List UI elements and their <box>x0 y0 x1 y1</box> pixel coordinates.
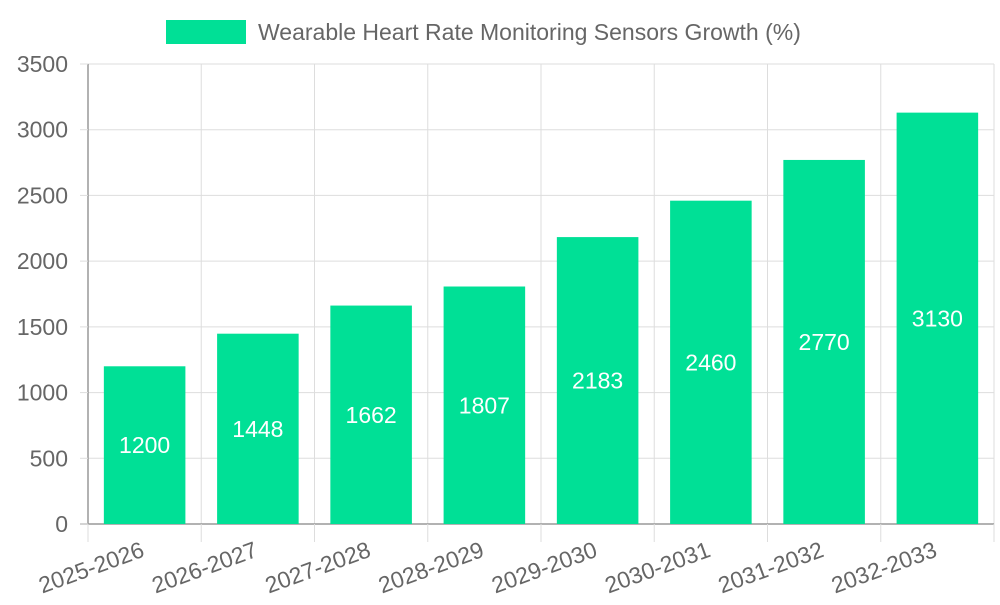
data-label: 1200 <box>119 432 170 458</box>
bar[interactable] <box>330 305 412 524</box>
bar[interactable] <box>443 286 526 524</box>
x-tick-label: 2028-2029 <box>375 536 487 598</box>
x-tick-label: 2026-2027 <box>148 536 260 598</box>
x-tick-label: 2031-2032 <box>715 536 827 598</box>
x-tick-label: 2032-2033 <box>828 536 940 598</box>
y-axis-ticks: 0 500 1000 1500 2000 2500 3000 3500 <box>17 51 88 537</box>
bar[interactable] <box>103 366 186 524</box>
y-tick-label: 2000 <box>17 248 68 274</box>
bar[interactable] <box>217 333 299 524</box>
y-tick-label: 500 <box>30 445 68 471</box>
x-axis-ticks: 2025-2026 2026-2027 2027-2028 2028-2029 2029… <box>35 524 995 598</box>
y-tick-label: 0 <box>55 511 68 537</box>
x-tick-label: 2025-2026 <box>35 536 147 598</box>
data-label: 2183 <box>572 368 623 394</box>
data-label: 1448 <box>232 416 283 442</box>
data-label: 3130 <box>912 305 963 331</box>
bar[interactable] <box>896 112 979 524</box>
data-label: 1662 <box>346 402 397 428</box>
data-label: 1807 <box>459 392 510 418</box>
data-labels: 1200 1448 1662 1807 2183 2460 2770 3130 <box>119 305 963 458</box>
x-tick-label: 2027-2028 <box>262 536 374 598</box>
y-tick-label: 2500 <box>17 182 68 208</box>
bar[interactable] <box>556 237 639 524</box>
y-tick-label: 3000 <box>17 117 68 143</box>
bar[interactable] <box>670 200 752 524</box>
legend-label: Wearable Heart Rate Monitoring Sensors G… <box>258 19 801 45</box>
legend-swatch <box>166 20 246 44</box>
y-tick-label: 3500 <box>17 51 68 77</box>
y-tick-label: 1500 <box>17 314 68 340</box>
y-tick-label: 1000 <box>17 380 68 406</box>
x-tick-label: 2030-2031 <box>601 536 713 598</box>
bar[interactable] <box>783 159 865 524</box>
bars <box>103 112 979 524</box>
grid <box>88 63 995 524</box>
data-label: 2770 <box>799 329 850 355</box>
legend[interactable]: Wearable Heart Rate Monitoring Sensors G… <box>166 19 801 45</box>
x-tick-label: 2029-2030 <box>488 536 600 598</box>
data-label: 2460 <box>685 349 736 375</box>
